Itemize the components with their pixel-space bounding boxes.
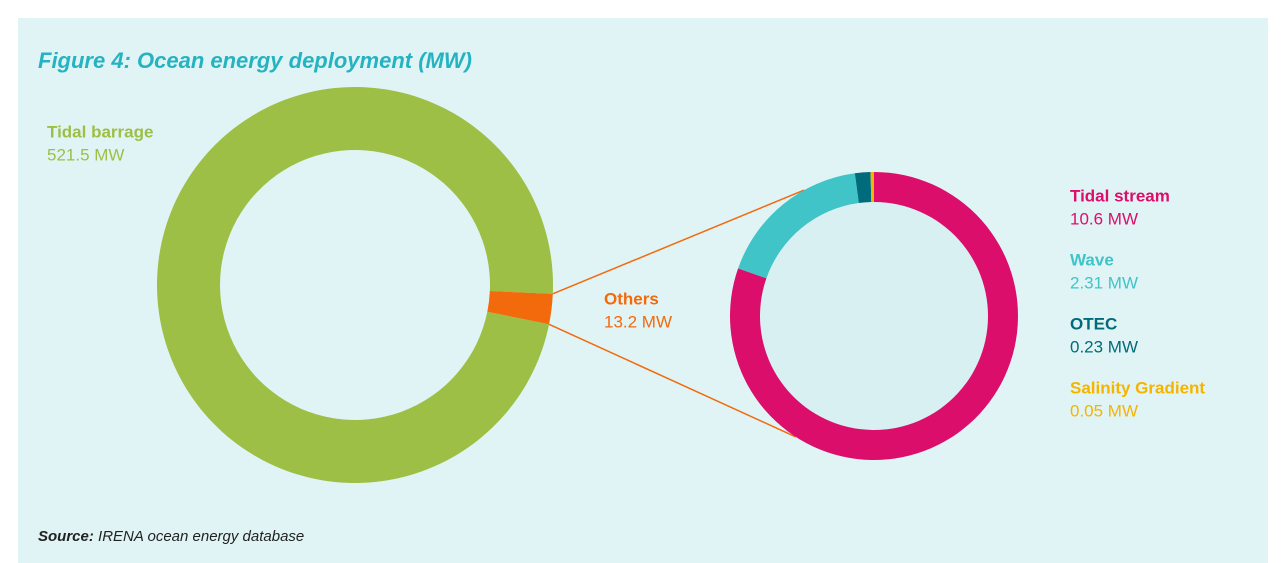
slice-value: 2.31 MW [1070, 273, 1138, 292]
slice-value: 521.5 MW [47, 145, 124, 164]
slice-label: OTEC [1070, 314, 1117, 333]
connector [548, 323, 796, 438]
chart-title: Figure 4: Ocean energy deployment (MW) [38, 48, 472, 73]
donut-slice [487, 291, 553, 325]
slice-value: 0.05 MW [1070, 401, 1138, 420]
slice-label: Salinity Gradient [1070, 378, 1205, 397]
slice-value: 13.2 MW [604, 312, 672, 331]
donut-slice [738, 173, 859, 279]
donut-slice [157, 86, 553, 483]
donut-hole [760, 202, 988, 430]
source-label: Source: [38, 528, 94, 545]
donut-slice [854, 172, 872, 204]
slice-value: 10.6 MW [1070, 209, 1138, 228]
donut-slice [870, 172, 874, 203]
slice-label: Others [604, 289, 659, 308]
slice-label: Tidal barrage [47, 122, 153, 141]
source: Source: IRENA ocean energy database [38, 528, 304, 545]
slice-value: 0.23 MW [1070, 337, 1138, 356]
source-text: IRENA ocean energy database [98, 528, 304, 545]
connector [552, 189, 805, 295]
panel [18, 18, 1268, 563]
slice-label: Tidal stream [1070, 186, 1170, 205]
slice-label: Wave [1070, 250, 1114, 269]
